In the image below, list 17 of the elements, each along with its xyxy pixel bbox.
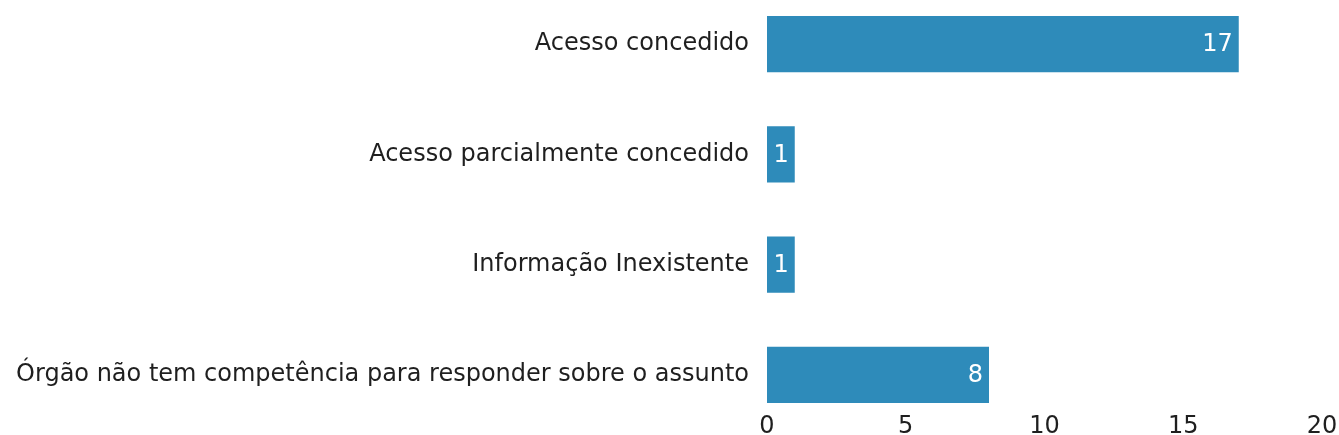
data-label: 17	[1202, 29, 1233, 58]
x-tick-label: 15	[1167, 410, 1199, 435]
x-tick-label: 20	[1306, 410, 1338, 435]
data-label: 1	[773, 249, 789, 278]
x-tick-label: 0	[759, 410, 775, 435]
y-tick-label: Órgão não tem competência para responder sobre o assunto	[16, 357, 749, 388]
bar	[767, 126, 795, 183]
data-label: 1	[773, 139, 789, 168]
y-tick-label: Acesso parcialmente concedido	[369, 138, 749, 167]
y-tick-label: Informação Inexistente	[472, 248, 749, 277]
bar	[767, 236, 795, 293]
y-tick-label: Acesso concedido	[534, 28, 749, 57]
bar	[767, 346, 989, 403]
bar	[767, 16, 1239, 73]
x-tick-label: 10	[1029, 410, 1060, 435]
x-tick-label: 5	[898, 410, 914, 435]
data-label: 8	[967, 360, 983, 389]
